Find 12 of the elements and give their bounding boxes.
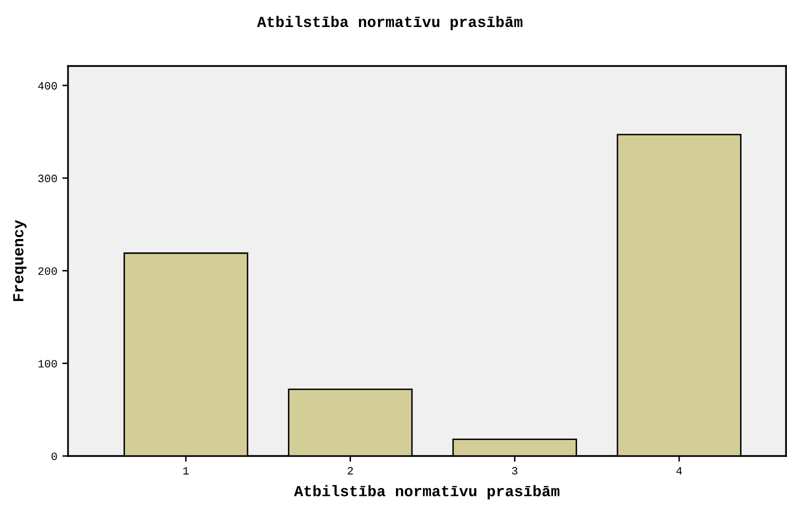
y-tick-label: 0 (52, 452, 57, 460)
x-axis-title: Atbilstība normatīvu prasībām (294, 485, 560, 500)
y-tick-label: 100 (38, 360, 57, 368)
y-axis-title: Frequency (13, 220, 26, 302)
x-tick-label: 1 (183, 467, 189, 474)
x-tick-label: 4 (676, 467, 682, 474)
x-tick-label: 2 (348, 467, 353, 474)
x-tick-label: 3 (512, 467, 518, 475)
y-tick-label: 400 (38, 82, 57, 90)
y-tick-label: 300 (38, 174, 57, 182)
y-tick-label: 200 (38, 267, 57, 275)
chart-title: Atbilstība normatīvu prasībām (257, 16, 522, 30)
